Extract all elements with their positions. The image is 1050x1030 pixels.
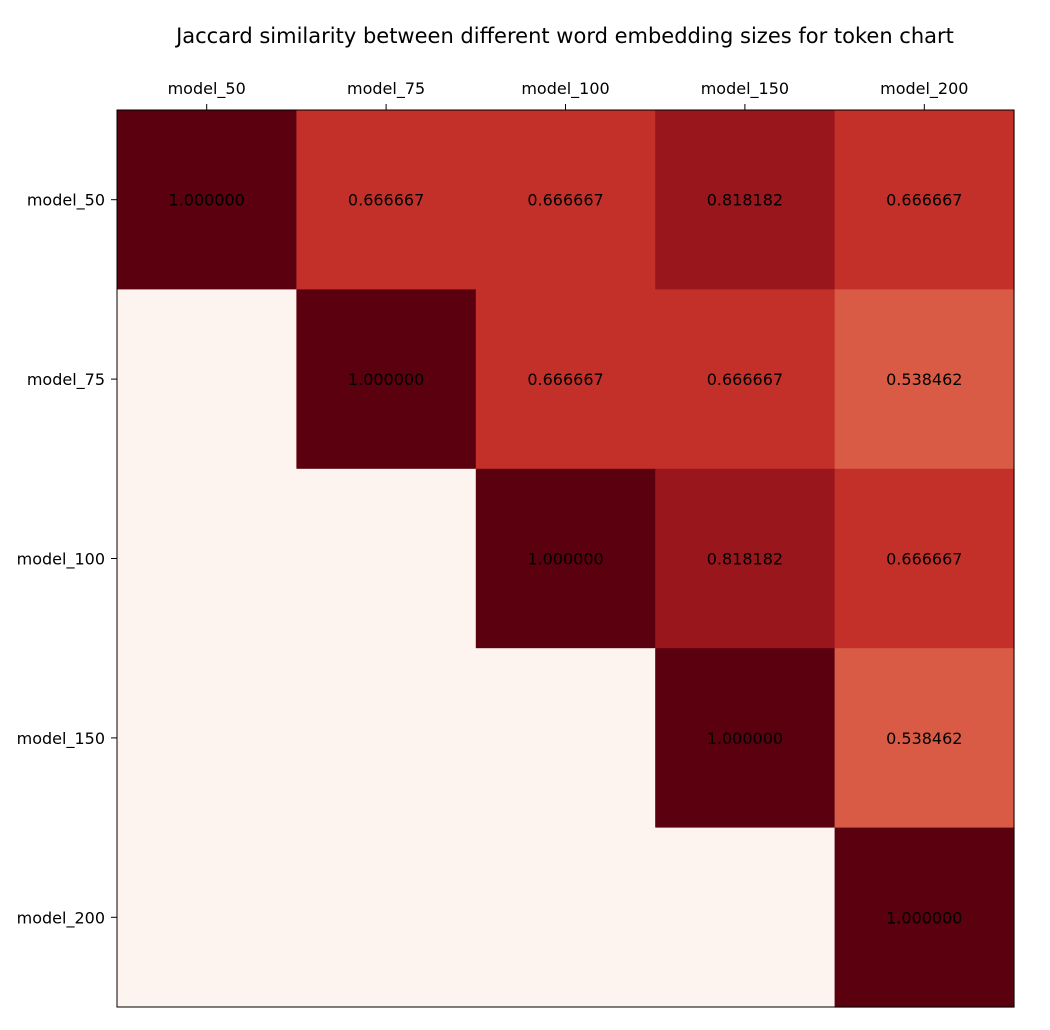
- heatmap-cell: [296, 110, 477, 290]
- cell-value-label: 1.000000: [527, 550, 603, 569]
- heatmap-cell: [296, 827, 477, 1008]
- y-tick-label: model_75: [27, 370, 105, 390]
- x-tick-label: model_100: [521, 79, 609, 99]
- heatmap-cell: [117, 110, 297, 290]
- chart-title: Jaccard similarity between different wor…: [174, 24, 954, 48]
- heatmap-cell: [655, 110, 836, 290]
- y-tick-label: model_200: [17, 908, 105, 928]
- heatmap-cell: [834, 468, 1015, 649]
- y-axis-ticks: model_50 model_75 model_100 model_150 model_…: [17, 191, 117, 928]
- y-tick-label: model_50: [27, 191, 105, 211]
- heatmap-cells: [117, 110, 1015, 1008]
- cell-value-label: 1.000000: [348, 370, 424, 389]
- cell-value-label: 0.666667: [527, 191, 603, 210]
- heatmap-cell: [296, 468, 477, 649]
- cell-value-label: 1.000000: [707, 729, 783, 748]
- cell-value-label: 0.666667: [348, 191, 424, 210]
- heatmap-cell: [117, 827, 297, 1008]
- heatmap-cell: [475, 648, 656, 829]
- cell-value-label: 0.538462: [886, 729, 962, 748]
- heatmap-cell: [834, 648, 1015, 829]
- x-tick-label: model_75: [347, 79, 425, 99]
- heatmap-cell: [117, 648, 297, 829]
- cell-value-label: 0.666667: [527, 370, 603, 389]
- heatmap-cell: [117, 289, 297, 470]
- cell-value-label: 0.818182: [707, 550, 783, 569]
- cell-value-label: 0.818182: [707, 191, 783, 210]
- heatmap-cell: [475, 827, 656, 1008]
- heatmap-cell: [834, 827, 1015, 1008]
- x-tick-label: model_50: [168, 79, 246, 99]
- cell-value-label: 0.666667: [707, 370, 783, 389]
- cell-value-label: 1.000000: [886, 908, 962, 927]
- x-tick-label: model_200: [880, 79, 968, 99]
- plot-frame: [116, 109, 1015, 1008]
- x-tick-label: model_150: [701, 79, 789, 99]
- y-tick-label: model_150: [17, 729, 105, 749]
- heatmap-cell: [296, 648, 477, 829]
- heatmap-cell: [475, 468, 656, 649]
- heatmap-cell: [117, 468, 297, 649]
- heatmap-cell-labels: 1.000000 0.666667 0.666667 0.818182 0.666667…: [169, 191, 963, 928]
- x-axis-ticks: model_50 model_75 model_100 model_150 model_…: [168, 79, 968, 110]
- heatmap-cell: [655, 648, 836, 829]
- cell-value-label: 1.000000: [169, 191, 245, 210]
- heatmap-cell: [475, 289, 656, 470]
- y-tick-label: model_100: [17, 550, 105, 570]
- heatmap-cell: [296, 289, 477, 470]
- heatmap-cell: [655, 468, 836, 649]
- cell-value-label: 0.666667: [886, 191, 962, 210]
- cell-value-label: 0.666667: [886, 550, 962, 569]
- heatmap-cell: [655, 289, 836, 470]
- heatmap-cell: [655, 827, 836, 1008]
- heatmap-cell: [834, 110, 1015, 290]
- cell-value-label: 0.538462: [886, 370, 962, 389]
- heatmap-cell: [475, 110, 656, 290]
- heatmap-cell: [834, 289, 1015, 470]
